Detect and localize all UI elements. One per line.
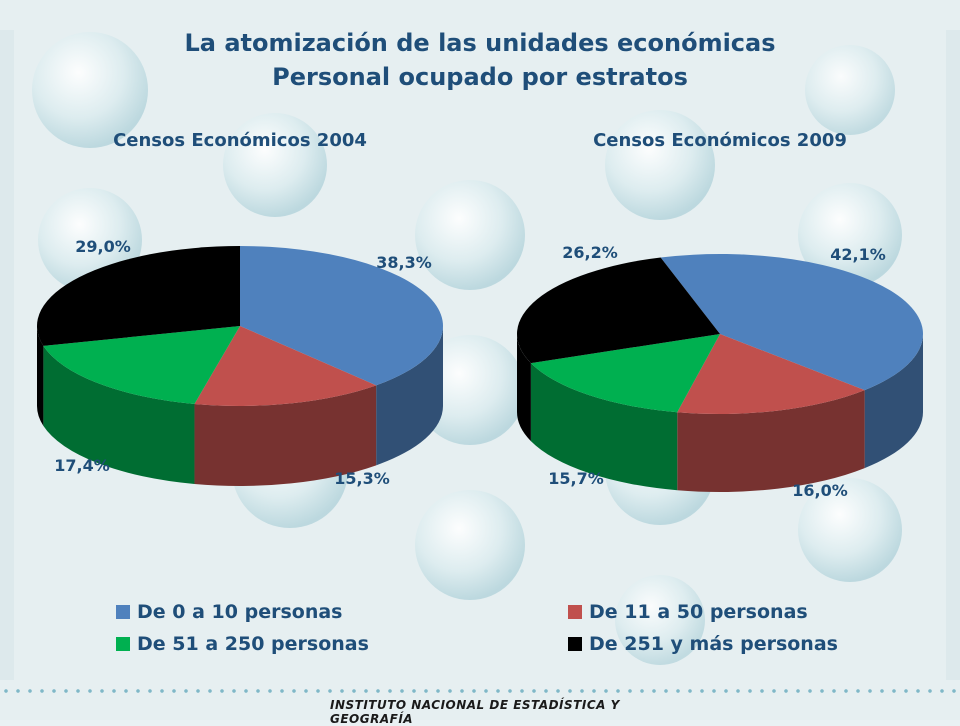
legend-swatch-red: [568, 605, 582, 619]
pie-side-1-0: [864, 334, 923, 469]
pie-slice-1-3: [517, 257, 720, 364]
pie-chart-1: 42,1% 16,0% 15,7% 26,2%: [517, 243, 924, 500]
pie-side-0-3: [37, 326, 44, 426]
pie-side-0-2: [43, 345, 195, 484]
legend-label: De 51 a 250 personas: [137, 633, 369, 655]
pie-side-0-1: [194, 385, 377, 487]
page-subtitle: Personal ocupado por estratos: [272, 63, 688, 91]
legend-item-251-plus: De 251 y más personas: [568, 632, 838, 656]
pie-chart-0: 38,3% 15,3% 17,4% 29,0%: [37, 237, 444, 488]
chart-title-2009: Censos Económicos 2009: [593, 130, 847, 151]
legend-swatch-blue: [116, 605, 130, 619]
legend-item-51-250: De 51 a 250 personas: [116, 632, 369, 656]
data-label-0-0: 38,3%: [376, 253, 432, 272]
legend-label: De 11 a 50 personas: [589, 601, 808, 623]
data-label-1-3: 26,2%: [562, 243, 618, 262]
pie-side-1-3: [517, 334, 531, 442]
pie-slice-0-3: [37, 246, 241, 346]
legend-item-11-50: De 11 a 50 personas: [568, 600, 808, 624]
legend-label: De 0 a 10 personas: [137, 601, 343, 623]
pie-side-1-1: [677, 390, 865, 492]
data-label-1-1: 16,0%: [792, 481, 848, 500]
pie-side-0-0: [376, 326, 443, 466]
pie-slice-0-2: [43, 326, 240, 404]
data-label-0-3: 29,0%: [75, 237, 131, 256]
legend-swatch-black: [568, 637, 582, 651]
pie-slice-0-1: [194, 326, 377, 406]
legend-swatch-green: [116, 637, 130, 651]
pie-slice-1-2: [530, 334, 720, 413]
legend-item-0-10: De 0 a 10 personas: [116, 600, 342, 624]
footer-institution: INSTITUTO NACIONAL DE ESTADÍSTICA Y GEOG…: [330, 698, 620, 726]
data-label-0-2: 17,4%: [54, 456, 110, 475]
pie-slice-1-1: [677, 334, 865, 414]
pie-slice-0-0: [240, 246, 444, 386]
data-label-1-2: 15,7%: [548, 469, 604, 488]
pie-slice-1-0: [660, 253, 924, 391]
chart-title-2004: Censos Económicos 2004: [113, 130, 367, 151]
page-title: La atomización de las unidades económica…: [184, 29, 776, 57]
legend-label: De 251 y más personas: [589, 633, 838, 655]
pie-side-1-2: [530, 363, 678, 491]
data-label-0-1: 15,3%: [334, 469, 390, 488]
footer-dotted-line: [0, 688, 960, 694]
data-label-1-0: 42,1%: [830, 245, 886, 264]
